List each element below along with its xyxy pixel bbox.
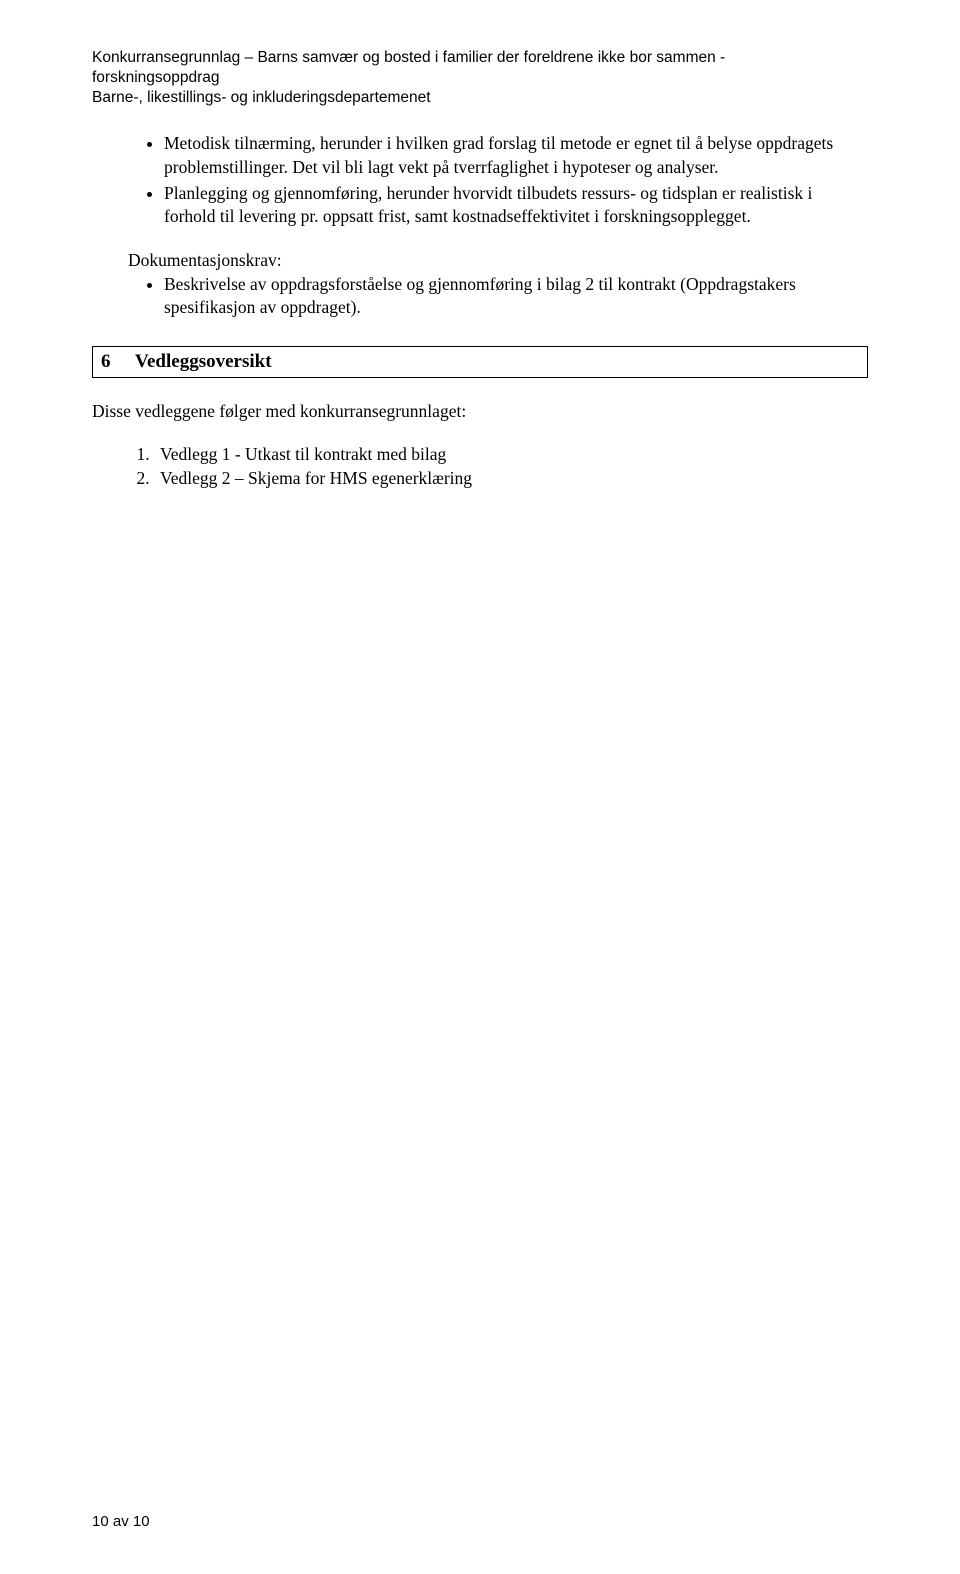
main-bullet-list: Metodisk tilnærming, herunder i hvilken …: [92, 132, 868, 229]
header-line-3: Barne-, likestillings- og inkluderingsde…: [92, 88, 868, 108]
page-footer: 10 av 10: [92, 1513, 150, 1530]
document-header: Konkurransegrunnlag – Barns samvær og bo…: [92, 48, 868, 108]
dokkrav-label: Dokumentasjonskrav:: [128, 249, 868, 273]
vedlegg-intro: Disse vedleggene følger med konkurranseg…: [92, 400, 868, 424]
vedlegg-item: Vedlegg 2 – Skjema for HMS egenerklæring: [154, 467, 868, 491]
section-title: Vedleggsoversikt: [135, 351, 272, 372]
dokkrav-bullet: Beskrivelse av oppdragsforståelse og gje…: [164, 273, 868, 320]
header-line-2: forskningsoppdrag: [92, 68, 868, 88]
bullet-item: Planlegging og gjennomføring, herunder h…: [164, 182, 852, 229]
section-6-header: 6Vedleggsoversikt: [92, 346, 868, 378]
vedlegg-item: Vedlegg 1 - Utkast til kontrakt med bila…: [154, 443, 868, 467]
bullet-item: Metodisk tilnærming, herunder i hvilken …: [164, 132, 852, 179]
section-number: 6: [101, 351, 135, 373]
header-line-1: Konkurransegrunnlag – Barns samvær og bo…: [92, 48, 868, 68]
vedlegg-list: Vedlegg 1 - Utkast til kontrakt med bila…: [92, 443, 868, 490]
documentation-requirements: Dokumentasjonskrav: Beskrivelse av oppdr…: [92, 249, 868, 320]
